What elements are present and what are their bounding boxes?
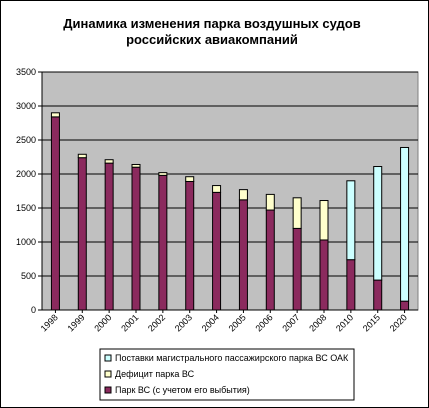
bar-segment-2 (77, 153, 87, 159)
bar-segment-1 (400, 300, 410, 311)
bar-segment-2 (104, 159, 114, 164)
x-axis-ticks: 1998 1999 2000 2001 2002 2003 2004 2005 2006 2007… (39, 310, 409, 334)
chart-title-line-2: российских авиакомпаний (126, 32, 298, 47)
bar-segment-3 (346, 180, 356, 261)
x-tick-label: 2007 (280, 312, 301, 333)
legend-label: Поставки магистрального пассажирского па… (115, 353, 349, 363)
x-tick-label: 2008 (307, 312, 328, 333)
y-tick-label: 500 (21, 271, 36, 281)
bar-segment-1 (212, 191, 222, 311)
bar-segment-3 (400, 146, 410, 302)
x-tick-label: 2003 (173, 312, 194, 333)
bar-segment-1 (238, 199, 248, 311)
x-tick-label: 2005 (227, 312, 248, 333)
bar-segment-1 (104, 162, 114, 311)
bar-segment-1 (319, 239, 329, 311)
y-tick-label: 2500 (16, 135, 36, 145)
x-tick-label: 2002 (146, 312, 167, 333)
bar-segment-2 (238, 189, 248, 201)
y-tick-label: 1500 (16, 203, 36, 213)
bar-segment-2 (50, 112, 60, 118)
legend-label: Парк ВС (с учетом его выбытия) (115, 385, 250, 395)
legend-label: Дефицит парка ВС (115, 369, 195, 379)
y-tick-label: 2000 (16, 169, 36, 179)
bar-segment-1 (346, 259, 356, 311)
bar-segment-2 (319, 200, 329, 241)
x-tick-label: 2015 (361, 312, 382, 333)
bar-segment-2 (265, 193, 275, 211)
x-tick-label: 2004 (200, 312, 221, 333)
chart-title-line-1: Динамика изменения парка воздушных судов (63, 16, 360, 31)
bar-segment-1 (265, 209, 275, 311)
y-tick-label: 3000 (16, 101, 36, 111)
x-tick-label: 2006 (253, 312, 274, 333)
x-tick-label: 1998 (39, 312, 60, 333)
bars (50, 112, 410, 311)
legend-swatch (104, 370, 112, 378)
bar-segment-1 (292, 227, 302, 311)
bar-segment-2 (292, 197, 302, 229)
x-tick-label: 2001 (119, 312, 140, 333)
x-tick-label: 1999 (65, 312, 86, 333)
bar-segment-2 (212, 185, 222, 193)
y-tick-label: 3500 (16, 67, 36, 77)
y-axis-ticks: 0 500 1000 1500 2000 2500 3000 3500 (16, 67, 42, 315)
bar-segment-2 (185, 176, 195, 182)
bar-segment-1 (131, 166, 141, 311)
bar-segment-1 (77, 157, 87, 311)
bar-segment-2 (131, 163, 141, 168)
bar-segment-2 (158, 172, 168, 176)
x-tick-label: 2000 (92, 312, 113, 333)
bar-segment-1 (50, 116, 60, 311)
legend: Поставки магистрального пассажирского па… (99, 348, 355, 401)
x-tick-label: 2020 (388, 312, 409, 333)
bar-segment-3 (373, 166, 383, 281)
bar-segment-1 (185, 180, 195, 311)
bar-segment-1 (158, 174, 168, 311)
plot-area (41, 71, 419, 311)
y-tick-label: 1000 (16, 237, 36, 247)
x-tick-label: 2010 (334, 312, 355, 333)
legend-box (99, 348, 355, 401)
y-tick-label: 0 (31, 305, 36, 315)
legend-swatch (104, 386, 112, 394)
legend-swatch (104, 354, 112, 362)
bar-segment-1 (373, 279, 383, 311)
